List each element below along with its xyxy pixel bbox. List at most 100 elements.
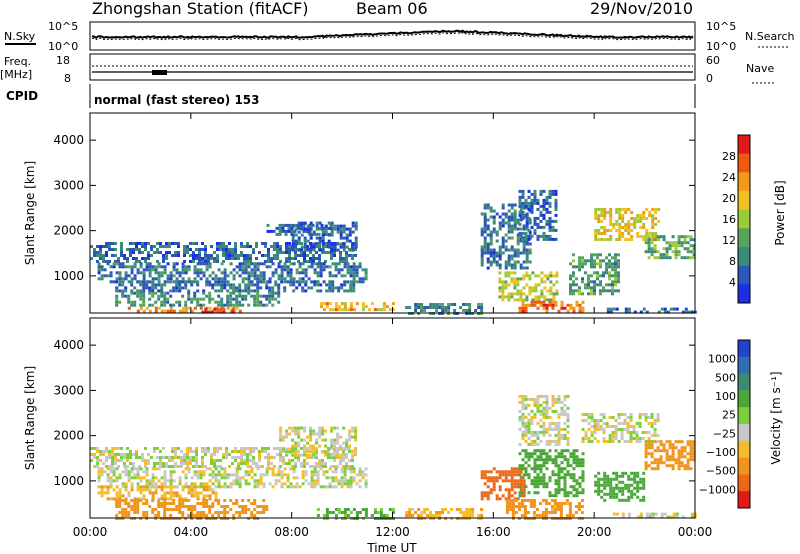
cpid-text: normal (fast stereo) 153 <box>94 93 260 107</box>
time-tick-label: 00:00 <box>73 525 108 539</box>
velocity-colorbar-tick: −1000 <box>699 483 736 496</box>
velocity-region <box>97 467 368 489</box>
cpid-label: CPID <box>6 89 38 103</box>
velocity-region <box>518 394 570 446</box>
nsky-tick-top: 10^5 <box>48 20 78 33</box>
velocity-colorbar-segment <box>738 424 750 442</box>
velocity-region <box>594 471 646 502</box>
power-colorbar-segment <box>738 228 750 248</box>
time-axis-label: Time UT <box>366 541 417 554</box>
power-region <box>644 235 696 260</box>
power-colorbar-segment <box>738 265 750 285</box>
power-colorbar-tick: 12 <box>722 234 736 247</box>
velocity-colorbar-segment <box>738 340 750 358</box>
power-region <box>569 253 620 296</box>
power-ytick-label: 4000 <box>53 133 84 147</box>
power-region <box>115 291 281 307</box>
time-axis: 00:00 04:00 08:00 12:00 16:00 20:00 00:00 <box>73 113 713 539</box>
velocity-colorbar-segment <box>738 390 750 408</box>
power-colorbar-segment <box>738 191 750 211</box>
nsearch-tick-bottom: 10^0 <box>706 40 736 53</box>
velocity-colorbar-tick: 1000 <box>708 353 736 366</box>
time-tick-label: 20:00 <box>577 525 612 539</box>
power-region <box>606 307 697 314</box>
power-colorbar-tick: 16 <box>722 213 736 226</box>
velocity-colorbar-segment <box>738 356 750 375</box>
velocity-colorbar-tick: −25 <box>713 427 736 440</box>
velocity-ytick-label: 4000 <box>53 338 84 352</box>
power-colorbar-tick: 24 <box>722 171 736 184</box>
velocity-region <box>518 449 585 498</box>
velocity-colorbar-segment <box>738 440 750 459</box>
power-region <box>480 203 532 270</box>
nsearch-tick-top: 10^5 <box>706 20 736 33</box>
power-colorbar-segment <box>738 172 750 192</box>
power-region <box>594 208 661 241</box>
velocity-region <box>480 467 526 501</box>
time-tick-label: 08:00 <box>274 525 309 539</box>
power-region <box>201 307 235 314</box>
nsky-series <box>91 29 694 39</box>
velocity-ytick-label: 3000 <box>53 383 84 397</box>
power-ytick-label: 2000 <box>53 224 84 238</box>
cpid-row: CPID normal (fast stereo) 153 <box>6 84 696 108</box>
velocity-region <box>115 499 269 520</box>
power-region <box>518 189 558 241</box>
velocity-colorbar-segment <box>738 457 750 475</box>
velocity-colorbar-tick: 500 <box>715 371 736 384</box>
power-colorbar-segment <box>738 135 750 155</box>
power-colorbar-segment <box>738 209 750 229</box>
time-tick-label: 12:00 <box>375 525 410 539</box>
power-region <box>498 271 559 302</box>
nsearch-series <box>91 32 694 41</box>
velocity-panel: 1000 2000 3000 4000 Slant Range [km] 1000 50… <box>23 317 783 520</box>
nave-tick-bottom: 0 <box>706 72 713 85</box>
power-region <box>97 262 368 284</box>
power-ylabel: Slant Range [km] <box>23 161 37 265</box>
power-colorbar-segment <box>738 153 750 173</box>
velocity-ylabel: Slant Range [km] <box>23 366 37 470</box>
date-label: 29/Nov/2010 <box>590 0 693 18</box>
nsky-tick-bottom: 10^0 <box>48 40 78 53</box>
freq-tick-top: 18 <box>56 54 70 67</box>
velocity-colorbar-segment <box>738 407 750 425</box>
velocity-region <box>97 485 218 501</box>
freq-unit: [MHz] <box>0 68 32 81</box>
power-ytick-label: 1000 <box>53 269 84 283</box>
velocity-colorbar-tick: 25 <box>722 409 736 422</box>
power-colorbar-tick: 4 <box>729 276 736 289</box>
power-ytick-label: 3000 <box>53 178 84 192</box>
station-title: Zhongshan Station (fitACF) <box>92 0 309 18</box>
nave-tick-top: 60 <box>706 54 720 67</box>
nsearch-label: N.Search <box>745 30 795 43</box>
freq-label: Freq. <box>4 55 31 68</box>
time-tick-label: 00:00 <box>678 525 713 539</box>
velocity-region <box>644 440 696 471</box>
power-colorbar-label: Power [dB] <box>773 180 787 245</box>
velocity-colorbar-tick: −500 <box>706 465 736 478</box>
velocity-colorbar-tick: −100 <box>706 446 736 459</box>
velocity-region <box>279 426 358 457</box>
velocity-colorbar-segment <box>738 373 750 391</box>
power-colorbar-tick: 8 <box>729 255 736 268</box>
velocity-colorbar-label: Velocity [m s⁻¹] <box>769 371 783 464</box>
velocity-region <box>505 499 584 520</box>
power-colorbar-tick: 28 <box>722 150 736 163</box>
nsky-panel: N.Sky 10^5 10^0 10^5 10^0 N.Search <box>4 20 795 53</box>
power-region <box>291 221 358 252</box>
freq-tick-bottom: 8 <box>64 72 71 85</box>
nsky-label: N.Sky <box>4 30 36 43</box>
power-region <box>115 280 356 293</box>
time-tick-label: 04:00 <box>174 525 209 539</box>
velocity-ytick-label: 2000 <box>53 429 84 443</box>
power-region <box>90 242 357 263</box>
velocity-ytick-label: 1000 <box>53 474 84 488</box>
power-colorbar-segment <box>738 284 750 304</box>
freq-panel: Freq. [MHz] 18 8 60 0 Nave <box>0 53 774 85</box>
power-colorbar-tick: 20 <box>722 192 736 205</box>
power-region <box>319 302 395 312</box>
time-tick-label: 16:00 <box>476 525 511 539</box>
power-panel: 1000 2000 3000 4000 Slant Range [km] 28 24 20… <box>23 112 787 315</box>
velocity-region <box>581 413 660 443</box>
